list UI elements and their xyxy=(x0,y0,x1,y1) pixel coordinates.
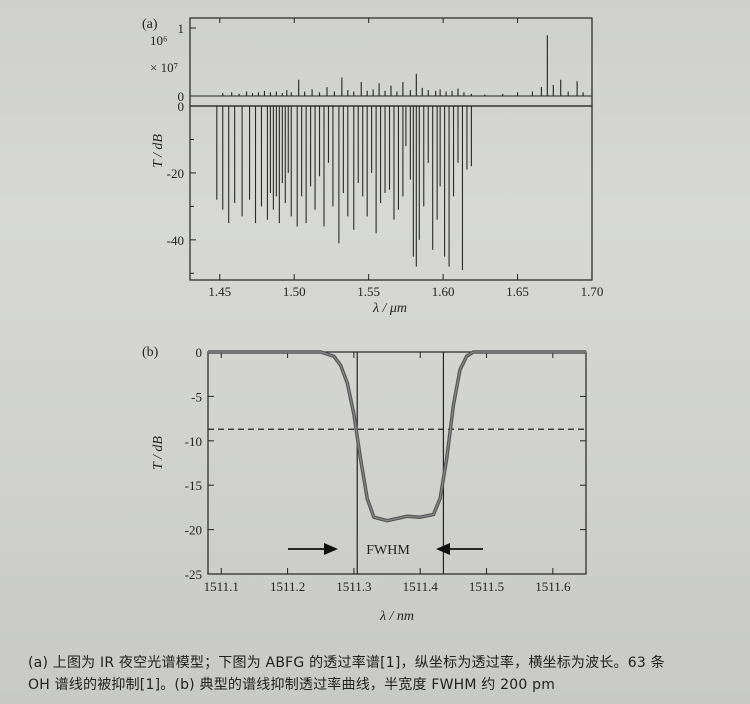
b-plot-frame xyxy=(207,351,587,575)
top-ylabel-line2: × 10⁷ xyxy=(150,60,178,75)
b-ytick-label: -15 xyxy=(185,478,202,493)
top-ylabel-line1: 10⁶ xyxy=(150,33,168,48)
b-xtick-label: 1511.6 xyxy=(535,579,571,594)
a-xtick-label: 1.55 xyxy=(357,284,380,299)
bottom-ytick-label: -40 xyxy=(167,233,184,248)
bottom-ytick-label: 0 xyxy=(178,99,185,114)
top-ytick-label: 0 xyxy=(178,89,185,104)
fwhm-label: FWHM xyxy=(366,543,410,558)
bottom-plot-frame xyxy=(189,105,593,281)
panel-label-a: (a) xyxy=(142,17,158,32)
b-ytick-label: -5 xyxy=(191,389,202,404)
b-xtick-label: 1511.5 xyxy=(469,579,504,594)
caption-line-2: OH 谱线的被抑制[1]。(b) 典型的谱线抑制透过率曲线，半宽度 FWHM 约… xyxy=(28,677,556,693)
panel-label-b: (b) xyxy=(142,345,159,360)
b-xtick-label: 1511.1 xyxy=(204,579,239,594)
a-xlabel: λ / μm xyxy=(372,301,407,316)
a-xtick-label: 1.45 xyxy=(208,284,231,299)
b-ytick-label: -25 xyxy=(185,567,202,582)
b-xtick-label: 1511.4 xyxy=(403,579,439,594)
chart-a: (a) 10⁶ × 10⁷ T / dB 1 0 0 -20 -40 1.45 1.50… xyxy=(142,17,604,316)
fwhm-annotation: FWHM xyxy=(288,543,483,558)
fwhm-right-arrowhead xyxy=(436,543,450,555)
fwhm-left-arrowhead xyxy=(324,543,338,555)
b-xlabel: λ / nm xyxy=(379,609,414,624)
b-xtick-label: 1511.2 xyxy=(270,579,305,594)
b-ytick-label: -20 xyxy=(185,523,202,538)
chart-b: (b) T / dB 0 -5 -10 -15 -20 -25 1511.1 1511.2 1… xyxy=(142,345,587,624)
caption-line-1: (a) 上图为 IR 夜空光谱模型；下图为 ABFG 的透过率谱[1]，纵坐标为… xyxy=(28,655,665,671)
top-ytick-label: 1 xyxy=(178,21,185,36)
a-xtick-label: 1.60 xyxy=(432,284,455,299)
b-ytick-label: 0 xyxy=(196,345,203,360)
a-xtick-label: 1.70 xyxy=(581,284,604,299)
bottom-ytick-label: -20 xyxy=(167,166,184,181)
b-xtick-label: 1511.3 xyxy=(336,579,371,594)
a-xtick-label: 1.65 xyxy=(506,284,529,299)
a-xtick-label: 1.50 xyxy=(283,284,306,299)
transmission-curve xyxy=(208,350,586,523)
b-ylabel: T / dB xyxy=(151,436,166,470)
bottom-ylabel: T / dB xyxy=(151,134,166,168)
figure-caption: (a) 上图为 IR 夜空光谱模型；下图为 ABFG 的透过率谱[1]，纵坐标为… xyxy=(28,652,728,696)
transmission-curve-overlay xyxy=(208,351,586,522)
b-ytick-label: -10 xyxy=(185,434,202,449)
